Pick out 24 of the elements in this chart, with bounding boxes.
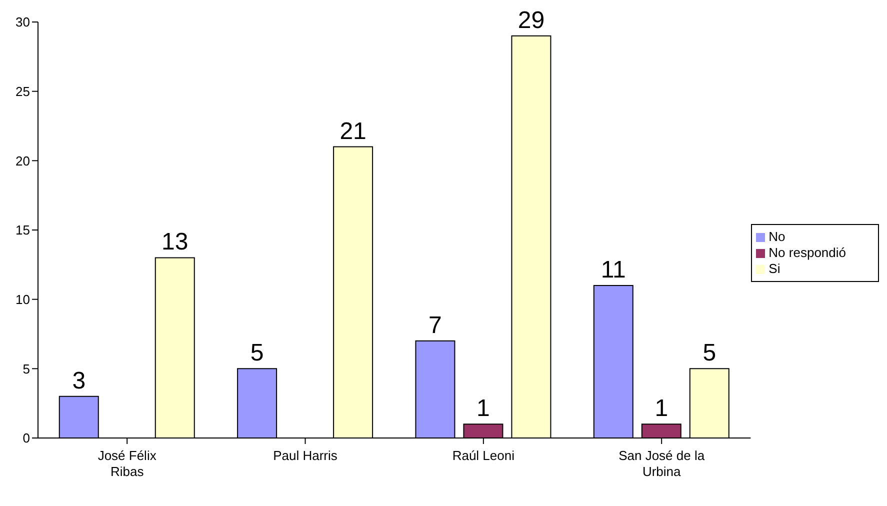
legend-label: No respondió — [768, 245, 846, 260]
y-tick-label: 15 — [16, 222, 30, 238]
y-tick-label: 5 — [22, 361, 30, 376]
data-label: 3 — [72, 367, 86, 394]
x-tick-label: Raúl Leoni — [452, 448, 515, 463]
y-tick-label: 10 — [16, 292, 30, 307]
data-label: 1 — [476, 395, 490, 422]
data-label: 5 — [250, 340, 264, 367]
y-tick-label: 0 — [22, 430, 30, 446]
data-label: 21 — [340, 118, 366, 145]
x-tick-label: San José de la Urbina — [618, 448, 706, 479]
x-tick-label: Paul Harris — [273, 448, 338, 463]
x-tick-label: José Félix Ribas — [98, 448, 157, 479]
data-label: 29 — [518, 6, 545, 34]
y-tick-label: 20 — [16, 153, 30, 168]
legend-label: Si — [768, 261, 780, 276]
legend-label: No — [768, 229, 786, 244]
y-tick-label: 30 — [16, 14, 30, 30]
data-label: 5 — [702, 340, 716, 367]
data-label: 1 — [654, 395, 668, 422]
y-tick-label: 25 — [16, 84, 30, 99]
data-label: 13 — [162, 228, 188, 256]
data-label: 11 — [600, 256, 626, 284]
data-label: 7 — [428, 312, 442, 339]
